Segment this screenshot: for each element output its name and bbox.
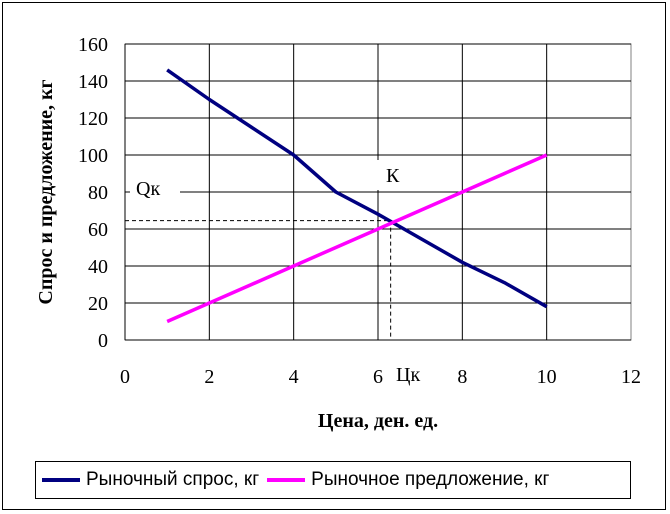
x-tick-label: 6 [373, 366, 383, 388]
quantity-label-bg [130, 174, 180, 202]
legend-swatch-demand [42, 478, 80, 482]
x-tick-label: 8 [457, 366, 467, 388]
y-tick-label: 160 [78, 34, 108, 56]
y-tick-label: 140 [78, 71, 108, 93]
x-tick-label: 10 [537, 366, 557, 388]
equilibrium-label: К [386, 165, 400, 187]
x-axis-title: Цена, ден. ед. [318, 410, 438, 432]
y-tick-label: 0 [98, 330, 108, 352]
series-lines [166, 68, 548, 324]
quantity-label: Qк [136, 178, 160, 200]
supply-series-line [166, 153, 548, 324]
legend: Рыночный спрос, кг Рыночное предложение,… [35, 461, 631, 499]
equilibrium-label-bg [377, 160, 413, 190]
y-tick-label: 120 [78, 108, 108, 130]
legend-swatch-supply [267, 478, 306, 482]
price-label: Цк [396, 364, 420, 386]
legend-label-demand: Рыночный спрос, кг [86, 469, 260, 490]
y-tick-label: 40 [88, 256, 108, 278]
y-tick-label: 60 [88, 219, 108, 241]
legend-entry-supply: Рыночное предложение, кг [267, 469, 549, 491]
tick-labels: 0 20 40 60 80 100 120 140 160 0 2 4 6 8 10 12 [78, 34, 641, 388]
demand-series-line [166, 68, 548, 309]
y-tick-label: 20 [88, 293, 108, 315]
x-tick-label: 12 [621, 366, 641, 388]
y-tick-label: 100 [78, 145, 108, 167]
equilibrium-guides [125, 220, 392, 340]
x-tick-label: 4 [289, 366, 299, 388]
x-tick-label: 2 [204, 366, 214, 388]
x-tick-label: 0 [120, 366, 130, 388]
y-tick-label: 80 [88, 182, 108, 204]
legend-entry-demand: Рыночный спрос, кг [42, 469, 259, 491]
legend-label-supply: Рыночное предложение, кг [311, 469, 550, 490]
y-axis-title: Спрос и предложение, кг [35, 79, 57, 304]
